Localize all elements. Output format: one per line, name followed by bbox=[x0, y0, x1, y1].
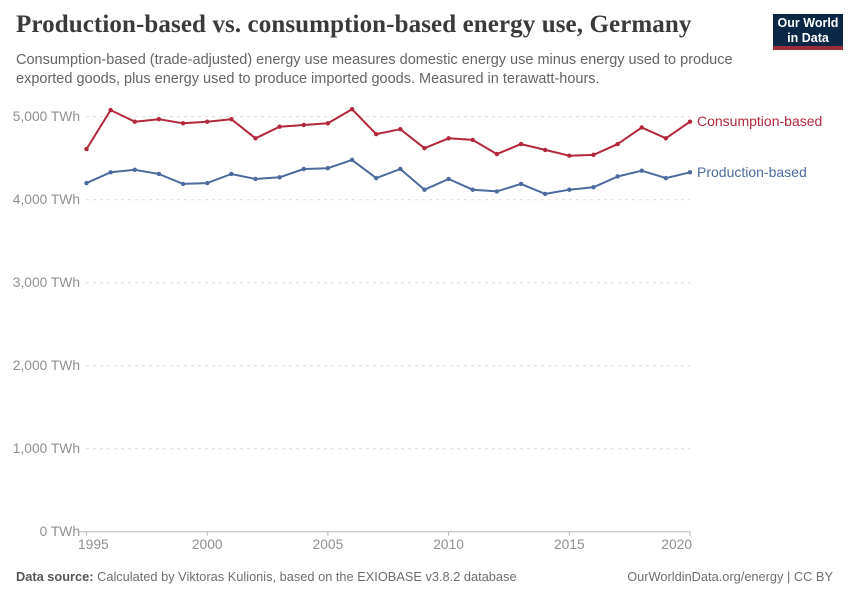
consumption-based-point-2015[interactable] bbox=[567, 153, 572, 158]
consumption-based-point-2003[interactable] bbox=[277, 124, 282, 129]
owid-url-link[interactable]: OurWorldinData.org/energy bbox=[627, 569, 784, 584]
production-based-point-2004[interactable] bbox=[301, 166, 306, 172]
y-tick-label-4000: 4,000 TWh bbox=[13, 192, 80, 207]
production-based-series-label: Production-based bbox=[697, 164, 807, 180]
data-source-text: Calculated by Viktoras Kulionis, based o… bbox=[93, 569, 517, 584]
production-based-point-2018[interactable] bbox=[639, 168, 644, 173]
production-based-line[interactable] bbox=[86, 158, 691, 195]
consumption-based-point-2020[interactable] bbox=[687, 119, 693, 124]
x-tick-label-1995: 1995 bbox=[78, 537, 109, 552]
owid-logo-stripe bbox=[773, 46, 843, 50]
production-based-point-2010[interactable] bbox=[446, 176, 451, 182]
consumption-based-point-2017[interactable] bbox=[615, 141, 620, 147]
production-based-point-2017[interactable] bbox=[615, 174, 620, 179]
production-based-point-1995[interactable] bbox=[84, 180, 89, 186]
production-based-point-2005[interactable] bbox=[325, 165, 331, 171]
footer-right: OurWorldinData.org/energy | CC BY bbox=[627, 569, 833, 584]
consumption-based-point-1999[interactable] bbox=[180, 121, 186, 126]
consumption-based-point-2012[interactable] bbox=[494, 151, 500, 157]
x-tick-label-2015: 2015 bbox=[554, 537, 585, 552]
production-based-point-2001[interactable] bbox=[229, 171, 234, 177]
production-based-point-2011[interactable] bbox=[470, 187, 475, 192]
production-based-point-2003[interactable] bbox=[277, 175, 282, 180]
consumption-based-point-2019[interactable] bbox=[663, 136, 669, 141]
y-tick-label-2000: 2,000 TWh bbox=[13, 358, 80, 373]
consumption-based-point-2005[interactable] bbox=[325, 121, 331, 126]
consumption-based-point-2002[interactable] bbox=[253, 136, 258, 141]
consumption-based-point-1996[interactable] bbox=[108, 107, 113, 113]
consumption-based-point-2009[interactable] bbox=[422, 146, 427, 151]
consumption-based-point-2010[interactable] bbox=[446, 136, 451, 141]
x-tick-label-2020: 2020 bbox=[661, 537, 692, 552]
consumption-based-point-2018[interactable] bbox=[639, 125, 644, 130]
y-tick-label-1000: 1,000 TWh bbox=[13, 441, 80, 456]
production-based-point-2007[interactable] bbox=[373, 175, 379, 181]
production-based-point-2012[interactable] bbox=[494, 189, 500, 194]
production-based-point-2020[interactable] bbox=[687, 170, 693, 175]
consumption-based-point-2007[interactable] bbox=[373, 131, 379, 137]
consumption-based-series-label: Consumption-based bbox=[697, 113, 822, 129]
production-based-point-2013[interactable] bbox=[518, 181, 524, 187]
production-based-point-1998[interactable] bbox=[156, 171, 162, 177]
production-based-point-2009[interactable] bbox=[422, 187, 427, 192]
production-based-point-2014[interactable] bbox=[542, 191, 548, 197]
production-based-point-2006[interactable] bbox=[349, 157, 355, 163]
production-based-point-2019[interactable] bbox=[663, 175, 669, 181]
consumption-based-point-2004[interactable] bbox=[301, 122, 306, 128]
consumption-based-point-2000[interactable] bbox=[205, 119, 210, 124]
consumption-based-point-2013[interactable] bbox=[518, 141, 524, 147]
y-tick-label-0: 0 TWh bbox=[40, 524, 80, 539]
chart-footer: Data source: Calculated by Viktoras Kuli… bbox=[16, 569, 833, 584]
page-title: Production-based vs. consumption-based e… bbox=[16, 11, 692, 38]
consumption-based-point-1998[interactable] bbox=[156, 116, 162, 122]
chart-subtitle: Consumption-based (trade-adjusted) energ… bbox=[16, 52, 733, 87]
production-based-point-2000[interactable] bbox=[205, 180, 210, 186]
production-based-point-2015[interactable] bbox=[567, 187, 572, 192]
production-based-point-2016[interactable] bbox=[591, 185, 596, 190]
consumption-based-point-2001[interactable] bbox=[229, 116, 234, 122]
production-based-point-2002[interactable] bbox=[253, 176, 258, 182]
production-based-point-1996[interactable] bbox=[108, 170, 113, 175]
x-tick-label-2000: 2000 bbox=[192, 537, 223, 552]
production-based-point-1999[interactable] bbox=[180, 181, 186, 187]
license-label: CC BY bbox=[793, 569, 833, 584]
consumption-based-point-2016[interactable] bbox=[591, 152, 596, 158]
production-based-point-2008[interactable] bbox=[398, 166, 403, 172]
y-tick-label-5000: 5,000 TWh bbox=[13, 109, 80, 124]
consumption-based-point-2011[interactable] bbox=[470, 137, 475, 143]
y-tick-label-3000: 3,000 TWh bbox=[13, 275, 80, 290]
consumption-based-point-2006[interactable] bbox=[349, 107, 355, 112]
footer-separator: | bbox=[783, 569, 794, 584]
x-tick-label-2005: 2005 bbox=[313, 537, 344, 552]
consumption-based-line[interactable] bbox=[85, 108, 691, 157]
owid-logo-line1: Our World bbox=[777, 16, 839, 30]
x-tick-label-2010: 2010 bbox=[433, 537, 464, 552]
data-source-note: Data source: Calculated by Viktoras Kuli… bbox=[16, 569, 517, 584]
consumption-based-point-2014[interactable] bbox=[542, 147, 548, 153]
owid-logo: Our World in Data bbox=[773, 14, 843, 50]
owid-logo-line2: in Data bbox=[787, 31, 829, 45]
consumption-based-point-1997[interactable] bbox=[132, 119, 137, 124]
consumption-based-point-1995[interactable] bbox=[84, 146, 89, 152]
data-source-label: Data source: bbox=[16, 569, 94, 584]
production-based-point-1997[interactable] bbox=[132, 167, 137, 173]
consumption-based-point-2008[interactable] bbox=[398, 126, 403, 132]
